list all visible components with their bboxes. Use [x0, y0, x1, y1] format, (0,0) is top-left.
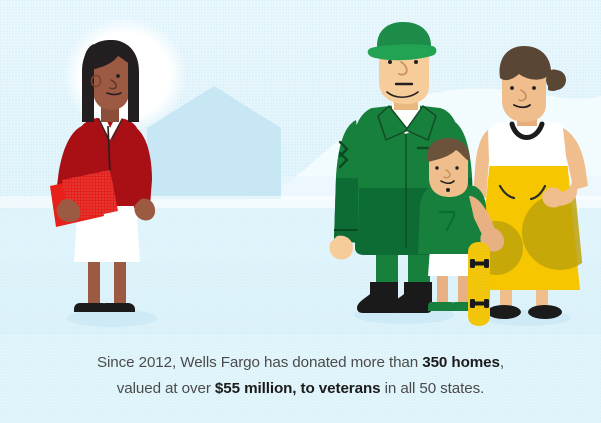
soldier-boot-left — [357, 282, 398, 313]
banker-lapel-edge-right — [111, 118, 123, 140]
soldier-collar-right — [405, 105, 437, 141]
boy-nose — [443, 169, 451, 179]
caption-band-texture — [0, 334, 601, 423]
banker-hand-left — [56, 199, 81, 223]
boy-mouth — [440, 180, 455, 185]
boy-shoe-left — [428, 302, 456, 311]
banker-hand-right — [134, 198, 156, 221]
banker-lapel-edge-left — [98, 118, 109, 140]
banker-lapel-line — [107, 125, 111, 175]
banker-mouth — [106, 92, 122, 96]
soldier-chin-line — [386, 91, 419, 99]
boy-leg-left — [437, 270, 448, 306]
mother-shoe-left — [487, 305, 521, 319]
soldier-rank-chevrons — [338, 140, 349, 169]
banker-arm-right — [130, 126, 152, 208]
banker-hair-side-left — [84, 44, 94, 118]
mother-eye-left — [510, 86, 514, 90]
mother-arm-right-upper — [563, 128, 588, 190]
banker-hair-side-right — [128, 59, 138, 116]
soldier-eye-left — [388, 60, 392, 64]
soldier-hand-left — [329, 235, 353, 260]
skateboard-truck-bottom — [470, 299, 489, 308]
mother-hair-bun — [546, 70, 566, 90]
soldier-boot-right — [390, 282, 432, 313]
boy-child — [418, 138, 505, 311]
mother-mouth — [513, 104, 531, 109]
skateboard — [468, 242, 490, 326]
boy-hair — [426, 138, 471, 162]
skateboard-deck-texture — [468, 242, 490, 326]
soldier-eye-right — [414, 60, 418, 64]
mother-shoe-right — [528, 305, 562, 319]
mother-skirt-pocket-right — [529, 184, 547, 201]
mother-arm-left — [473, 130, 489, 198]
soldier-nose — [398, 61, 408, 76]
boy-eye-right — [455, 166, 459, 170]
mother-necklace — [509, 121, 545, 140]
banker-eye — [116, 74, 120, 78]
boy-chin-dot — [446, 188, 450, 192]
banker-leg-right — [114, 258, 126, 307]
skateboard-truck-top — [470, 259, 489, 268]
banker-nose — [109, 79, 117, 90]
banker-bangs — [91, 40, 135, 70]
mother-hand-on-hip — [542, 187, 563, 208]
house-silhouette — [147, 86, 281, 199]
boy-leg-right — [458, 270, 469, 306]
soldier-collar-left — [377, 105, 409, 141]
soldier-arm-left-dark — [334, 178, 358, 243]
banker-shadow — [67, 309, 157, 327]
banker-shoe-right — [100, 303, 135, 312]
mother-leg-right — [536, 286, 548, 310]
mother-skirt-pocket-left — [498, 184, 516, 200]
mother-leg-left — [500, 286, 512, 310]
boy-eye-left — [435, 166, 439, 170]
mother-woman — [473, 46, 588, 326]
mother-eye-right — [532, 86, 536, 90]
banker-leg-left — [88, 258, 100, 307]
mother-nose — [518, 89, 527, 102]
mother-hair — [499, 46, 563, 91]
soldier-cap-brim — [367, 44, 437, 61]
boy-shorts — [428, 248, 478, 276]
banker-earring — [90, 74, 102, 88]
mother-top — [483, 118, 573, 166]
boy-shirt-emblem — [438, 210, 456, 232]
banker-woman — [50, 40, 157, 327]
